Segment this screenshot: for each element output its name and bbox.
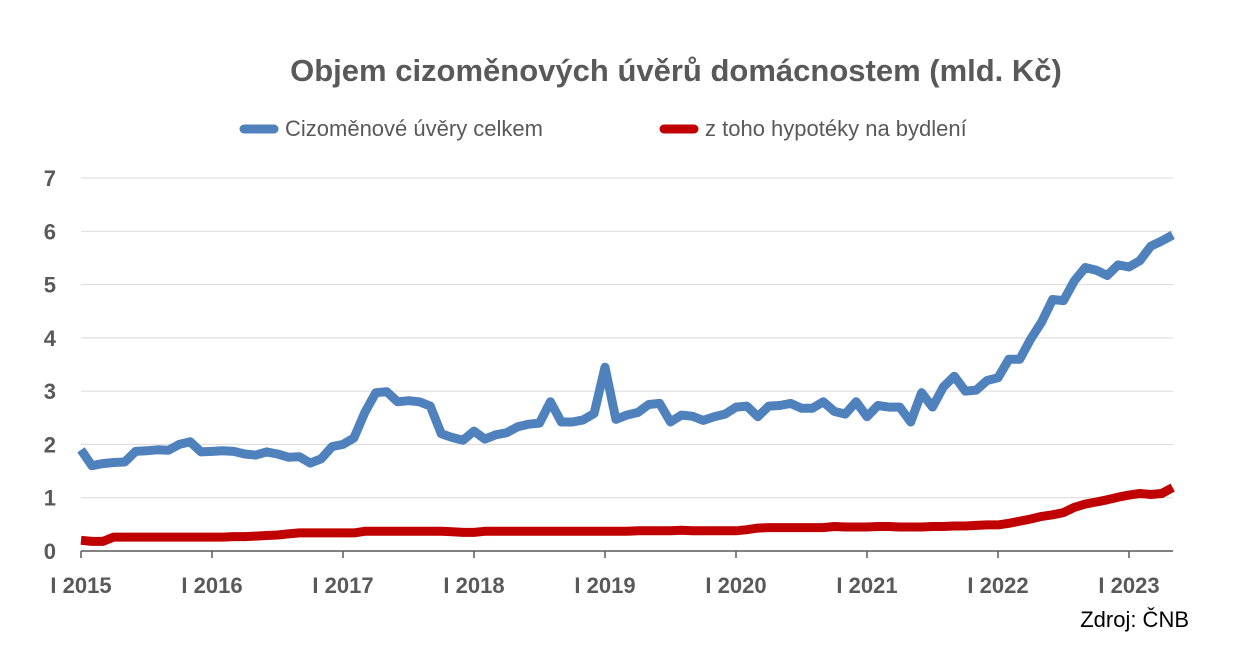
x-tick-label: I 2022 xyxy=(967,573,1028,598)
plot-area xyxy=(77,231,1175,546)
x-tick-label: I 2023 xyxy=(1098,573,1159,598)
series-line-mortgage xyxy=(80,483,1175,546)
y-axis: 0 1 2 3 4 5 6 7 xyxy=(44,166,57,564)
x-tick-label: I 2017 xyxy=(312,573,373,598)
y-tick-label: 4 xyxy=(44,326,57,351)
y-tick-label: 5 xyxy=(44,273,56,298)
gridlines xyxy=(81,177,1173,499)
legend: Cizoměnové úvěry celkem z toho hypotéky … xyxy=(239,116,967,141)
y-tick-label: 0 xyxy=(44,539,56,564)
x-tick-label: I 2019 xyxy=(574,573,635,598)
x-axis: I 2015 I 2016 I 2017 I 2018 I 2019 I 2020 I 20… xyxy=(50,550,1173,598)
legend-label-mortgage: z toho hypotéky na bydlení xyxy=(705,116,967,141)
series-line-total xyxy=(77,231,1175,471)
x-tick-label: I 2015 xyxy=(50,573,111,598)
y-tick-label: 6 xyxy=(44,219,56,244)
y-tick-label: 3 xyxy=(44,379,56,404)
y-tick-label: 2 xyxy=(44,432,56,457)
chart-title: Objem cizoměnových úvěrů domácnostem (ml… xyxy=(290,53,1062,88)
source-note: Zdroj: ČNB xyxy=(1080,607,1189,632)
x-tick-label: I 2018 xyxy=(443,573,504,598)
y-tick-label: 1 xyxy=(44,486,56,511)
x-tick-label: I 2016 xyxy=(181,573,242,598)
x-tick-label: I 2020 xyxy=(705,573,766,598)
x-tick-label: I 2021 xyxy=(836,573,897,598)
legend-label-total: Cizoměnové úvěry celkem xyxy=(285,116,543,141)
y-tick-label: 7 xyxy=(44,166,56,191)
